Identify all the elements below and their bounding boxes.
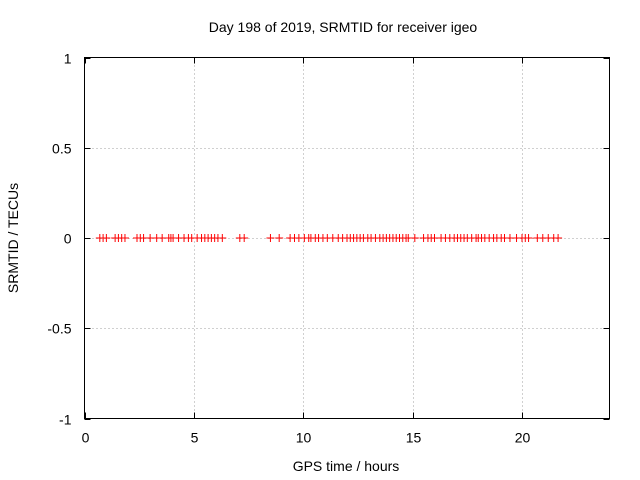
data-point [554,234,563,242]
x-tick-label: 5 [191,430,199,446]
y-axis-label: SRMTID / TECUs [5,183,21,293]
y-axis: -1 -0.5 0 0.5 1 [47,51,610,428]
y-tick-label: -1 [59,412,72,428]
x-tick-label: 10 [296,430,312,446]
data-point [410,234,419,242]
chart-title: Day 198 of 2019, SRMTID for receiver ige… [209,19,478,35]
y-tick-label: 0.5 [52,141,72,157]
data-point [275,234,284,242]
y-tick-label: -0.5 [47,321,71,337]
x-tick-label: 0 [82,430,90,446]
data-point [266,234,275,242]
data-point [524,234,533,242]
y-tick-label: 0 [64,231,72,247]
x-axis: 0 5 10 15 20 [82,57,531,446]
y-tick-label: 1 [64,51,72,67]
data-point [120,234,129,242]
data-points [95,234,563,242]
x-axis-label: GPS time / hours [293,458,400,474]
x-tick-label: 15 [406,430,422,446]
data-point [240,234,249,242]
data-point [102,234,111,242]
x-tick-label: 20 [515,430,531,446]
data-point [218,234,227,242]
